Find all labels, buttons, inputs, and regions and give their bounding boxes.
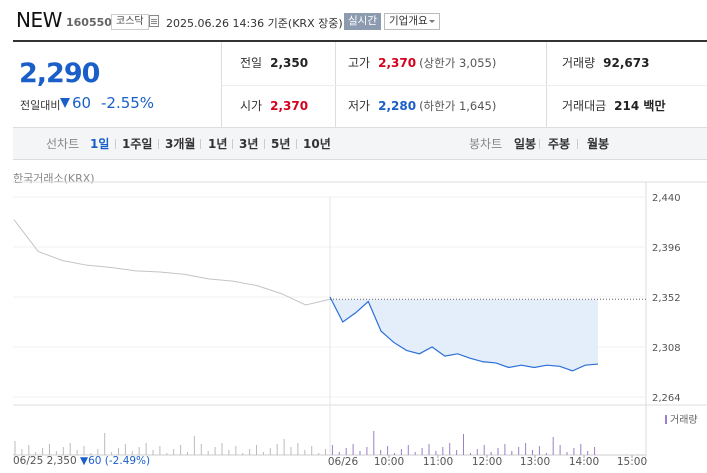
today-price-line (329, 296, 599, 372)
open-cell: 시가 2,370 (240, 85, 308, 128)
y-tick-label: 2,396 (652, 243, 681, 254)
volume-cell: 거래량 92,673 (562, 42, 649, 85)
period-3m[interactable]: 3개월 (165, 137, 196, 151)
period-bar: 선차트 1일 1주일 3개월 1년 3년 5년 10년 봉차트 일봉 주봉 월봉 (13, 128, 707, 160)
open-label: 시가 (240, 99, 263, 113)
realtime-button[interactable]: 실시간 (344, 13, 381, 30)
price-chart[interactable]: 2,440 2,396 2,352 2,308 2,264 06/26 10:00 11:00… (0, 180, 707, 473)
volume-legend: 거래량 (665, 411, 698, 426)
today-fill-area (330, 297, 598, 371)
header: NEW 160550 코스닥 2025.06.26 14:36 기준(KRX 장… (0, 0, 707, 40)
x-tick-label: 13:00 (520, 456, 550, 468)
low-value: 2,280 (378, 99, 417, 113)
x-tick-label: 14:00 (569, 456, 599, 468)
current-price-box: 2,290 전일대비 60 -2.55% (13, 42, 222, 128)
candle-monthly[interactable]: 월봉 (587, 137, 610, 151)
candle-chart-label: 봉차트 (469, 137, 503, 151)
y-tick-label: 2,352 (652, 293, 681, 304)
separator (577, 139, 578, 149)
x-tick-label: 11:00 (423, 456, 453, 468)
prev-day-line (13, 219, 331, 306)
company-dropdown-label: 기업개요 (389, 15, 428, 27)
change-rate: -2.55% (101, 94, 155, 112)
stock-code: 160550 (66, 16, 112, 29)
trade-value: 214 백만 (614, 99, 666, 113)
down-arrow-icon (60, 98, 70, 108)
upper-limit: (상한가 3,055) (419, 56, 497, 70)
x-tick-label: 12:00 (472, 456, 502, 468)
prev-day-price: 2,350 (46, 455, 77, 467)
prev-day-rate: (-2.49%) (104, 455, 151, 467)
high-label: 고가 (348, 56, 371, 70)
separator (264, 139, 265, 149)
separator (296, 139, 297, 149)
price-summary: 2,290 전일대비 60 -2.55% 전일 2,350 고가 2,370 (상한가… (13, 42, 707, 128)
row-divider (222, 85, 707, 86)
high-value: 2,370 (378, 56, 417, 70)
period-1d[interactable]: 1일 (90, 137, 110, 151)
lower-limit: (하한가 1,645) (419, 99, 497, 113)
candle-daily[interactable]: 일봉 (514, 137, 537, 151)
period-1y[interactable]: 1년 (208, 137, 228, 151)
y-tick-label: 2,308 (652, 343, 681, 354)
x-tick-label: 06/26 (328, 456, 359, 468)
x-tick-label: 15:00 (617, 456, 647, 468)
low-cell: 저가 2,280 (하한가 1,645) (348, 85, 496, 128)
prev-close-value: 2,350 (270, 56, 309, 70)
period-1w[interactable]: 1주일 (122, 137, 153, 151)
line-chart-label: 선차트 (46, 137, 80, 151)
volume-value: 92,673 (603, 56, 650, 70)
company-overview-dropdown[interactable]: 기업개요 (384, 13, 440, 30)
period-3y[interactable]: 3년 (239, 137, 259, 151)
volume-swatch (665, 415, 667, 424)
separator (232, 139, 233, 149)
volume-label: 거래량 (562, 56, 596, 70)
period-5y[interactable]: 5년 (271, 137, 291, 151)
prev-close-label: 전일 (240, 56, 263, 70)
current-price: 2,290 (19, 58, 100, 89)
y-tick-label: 2,440 (652, 193, 681, 204)
timestamp: 2025.06.26 14:36 기준(KRX 장중) (166, 17, 343, 30)
trade-value-cell: 거래대금 214 백만 (562, 85, 665, 128)
document-icon[interactable] (149, 15, 159, 27)
prev-day-date: 06/25 (13, 455, 44, 467)
candle-weekly[interactable]: 주봉 (548, 137, 571, 151)
open-value: 2,370 (270, 99, 309, 113)
market-badge: 코스닥 (111, 14, 149, 30)
separator (539, 139, 540, 149)
change-value: 60 (72, 94, 92, 112)
x-tick-label: 10:00 (374, 456, 404, 468)
high-cell: 고가 2,370 (상한가 3,055) (348, 42, 496, 85)
volume-legend-label: 거래량 (670, 415, 698, 426)
y-tick-label: 2,264 (652, 393, 681, 404)
chevron-down-icon (429, 20, 435, 23)
prev-close-cell: 전일 2,350 (240, 42, 308, 85)
separator (158, 139, 159, 149)
separator (115, 139, 116, 149)
trade-value-label: 거래대금 (562, 99, 607, 113)
low-label: 저가 (348, 99, 371, 113)
prev-day-change: ▼60 (80, 455, 102, 467)
header-divider (13, 40, 707, 42)
separator (200, 139, 201, 149)
prev-day-summary: 06/25 2,350 ▼60 (-2.49%) (13, 455, 150, 467)
change-label: 전일대비 (20, 99, 61, 112)
period-10y[interactable]: 10년 (303, 137, 331, 151)
stock-name: NEW (16, 8, 62, 32)
